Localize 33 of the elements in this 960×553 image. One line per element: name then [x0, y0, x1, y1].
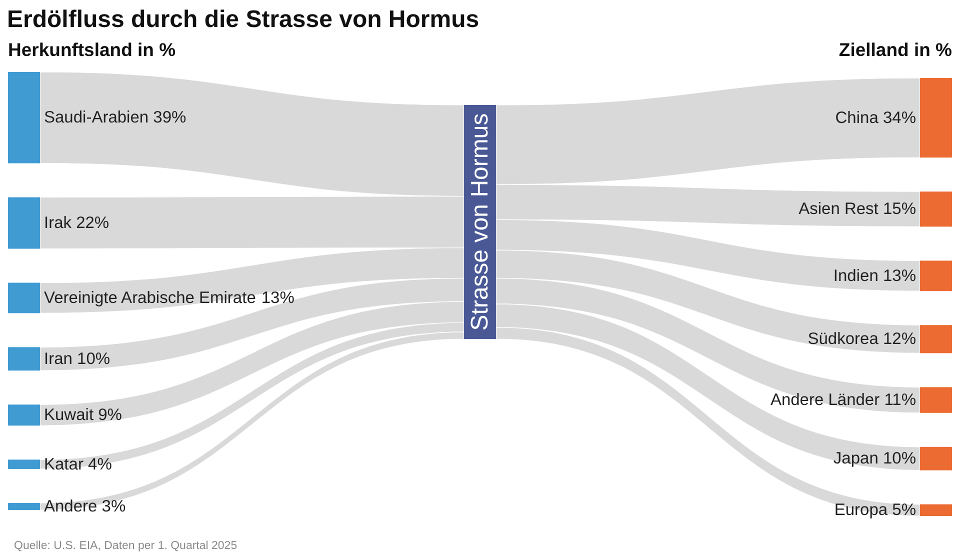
category-label: Kuwait: [44, 406, 94, 424]
category-label: Europa: [834, 501, 888, 520]
category-label: Katar: [44, 455, 84, 474]
category-label: Südkorea: [808, 330, 880, 348]
data-label: 10%: [882, 450, 916, 468]
data-label: 15%: [882, 200, 916, 218]
data-label: 13%: [882, 266, 916, 285]
data-label: 13%: [261, 288, 295, 307]
category-label: China: [835, 108, 880, 127]
data-label: 39%: [153, 108, 187, 127]
data-label: 4%: [88, 455, 112, 474]
data-label: 5%: [892, 501, 916, 520]
category-label: Irak: [44, 214, 72, 232]
category-label: Iran: [44, 350, 72, 368]
series-label: Herkunftsland in %: [8, 39, 176, 60]
category-label: Andere Länder: [770, 391, 880, 410]
category-label: Strasse von Hormus: [466, 113, 494, 331]
category-label: Vereinigte Arabische Emirate: [44, 288, 256, 307]
data-label: 3%: [102, 497, 126, 516]
text: Erdölfluss durch die Strasse von Hormus: [7, 6, 480, 33]
category-label: Indien: [833, 266, 878, 285]
data-label: 22%: [76, 214, 110, 232]
data-label: 9%: [98, 406, 122, 424]
data-label: 11%: [884, 391, 916, 410]
category-label: Japan: [833, 450, 878, 468]
data-label: 12%: [882, 330, 916, 348]
data-label: 34%: [882, 108, 916, 127]
series-label: Zielland in %: [838, 39, 952, 60]
category-label: Andere: [44, 497, 98, 516]
data-label: 10%: [77, 350, 110, 368]
category-label: Saudi-Arabien: [44, 108, 149, 127]
source-note: Quelle: U.S. EIA, Daten per 1. Quartal 2025: [14, 540, 238, 552]
category-label: Asien Rest: [798, 200, 879, 218]
